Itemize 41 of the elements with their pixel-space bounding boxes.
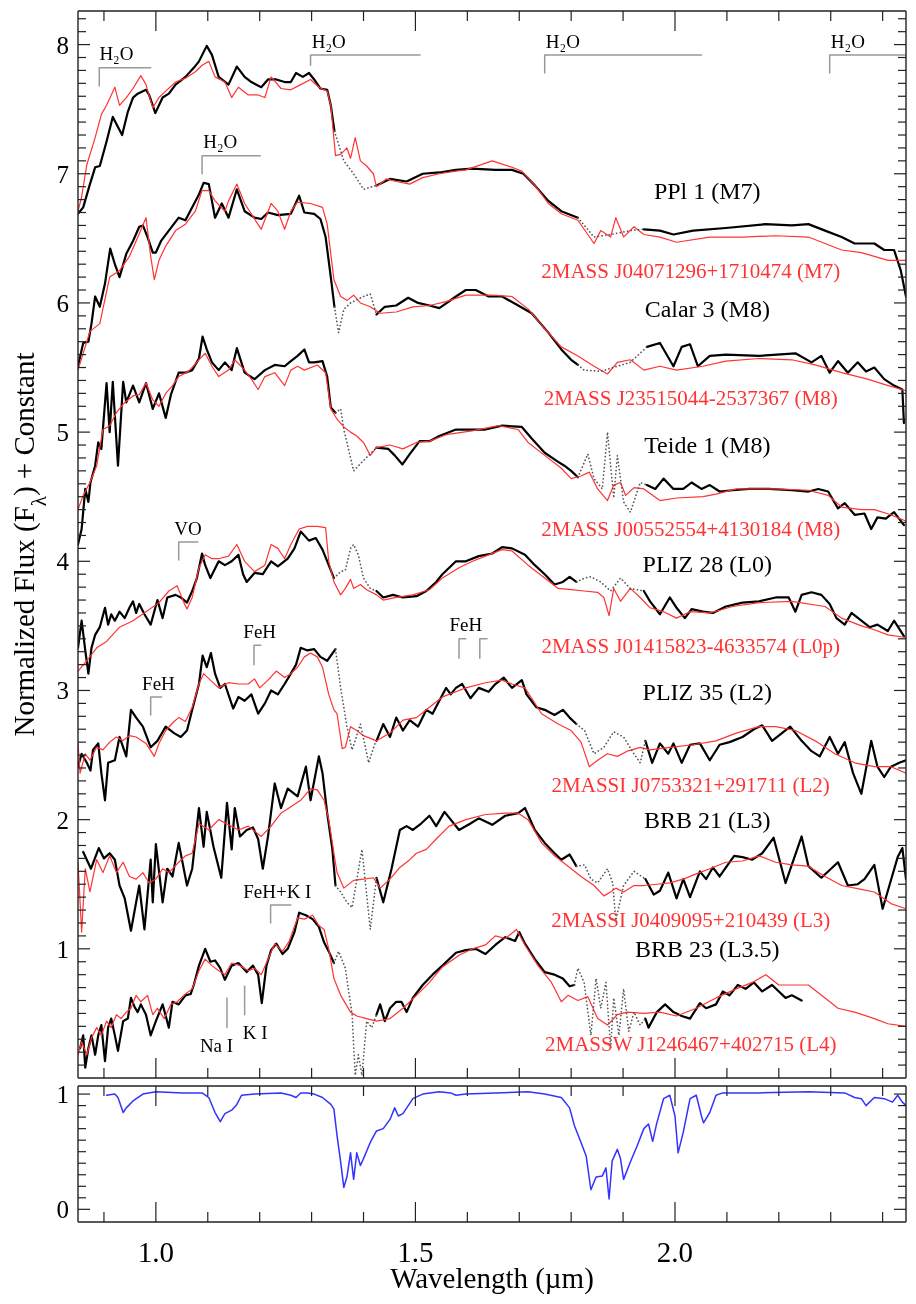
series-label: BRB 23 (L3.5): [634, 935, 780, 962]
x-tick-label: 1.0: [137, 1236, 174, 1268]
annotation: H₂O: [99, 43, 134, 65]
series-label: 2MASSI J0409095+210439 (L3): [551, 908, 831, 933]
series-label: Teide 1 (M8): [644, 432, 771, 459]
series-label: 2MASS J01415823-4633574 (L0p): [541, 634, 841, 659]
annotation: FeH: [449, 614, 483, 636]
annotation: FeH: [142, 672, 176, 694]
y-tick-label: 7: [56, 160, 69, 188]
y-tick-label: 6: [56, 289, 69, 317]
series-label: PPl 1 (M7): [653, 177, 761, 204]
series-label: PLIZ 35 (L2): [642, 678, 772, 705]
annotation: H₂O: [311, 30, 346, 52]
line-series: [78, 914, 906, 1056]
annotation: Na I: [199, 1035, 234, 1057]
annotation: H₂O: [545, 30, 580, 52]
annotation: H₂O: [203, 131, 238, 153]
series-label: Calar 3 (M8): [644, 296, 770, 323]
series-label: PLIZ 28 (L0): [642, 550, 772, 577]
y-tick-label: 8: [56, 31, 69, 59]
series-label: 2MASS J00552554+4130184 (M8): [541, 516, 841, 541]
series-label: 2MASS J04071296+1710474 (M7): [541, 258, 841, 283]
annotation: VO: [174, 517, 202, 539]
x-tick-label: 2.0: [656, 1236, 694, 1268]
y-tick-label: 5: [56, 419, 69, 447]
y-tick-label: 4: [56, 548, 70, 576]
series-label: 2MASS J23515044-2537367 (M8): [543, 386, 838, 411]
series-label: 2MASSI J0753321+291711 (L2): [551, 772, 830, 797]
y-tick-label: 3: [56, 677, 69, 705]
series-label: BRB 21 (L3): [643, 806, 771, 833]
line-series: [105, 1091, 906, 1200]
y-tick-label: 0: [56, 1196, 69, 1224]
annotation: FeH: [243, 620, 277, 642]
annotation: H₂O: [830, 30, 865, 52]
y-tick-label: 2: [56, 806, 69, 834]
line-series: [78, 352, 906, 522]
series-label: 2MASSW J1246467+402715 (L4): [544, 1032, 837, 1057]
y-tick-label: 1: [56, 1081, 69, 1109]
annotation: K I: [242, 1022, 268, 1044]
annotation: FeH+K I: [243, 880, 312, 902]
y-tick-label: 1: [56, 935, 69, 963]
